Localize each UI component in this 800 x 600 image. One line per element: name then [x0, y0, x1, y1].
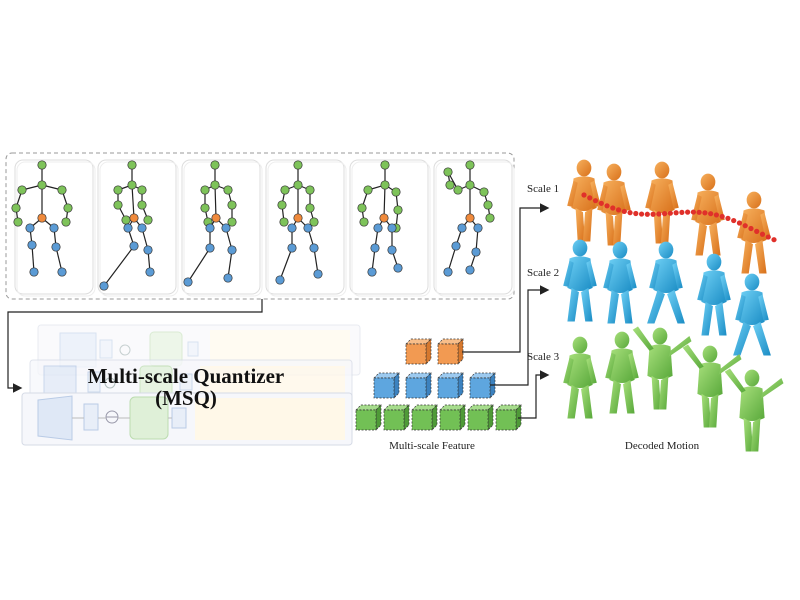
scale1-connector: [462, 203, 550, 353]
feature-cube-scale1: [405, 338, 432, 365]
decoded-motion: [563, 159, 784, 452]
multi-scale-quantizer: Multi-scale Quantizer (MSQ): [21, 324, 361, 446]
scale3-figure: [632, 326, 692, 410]
scale3-figure: [563, 336, 597, 419]
skeleton-panel: [97, 159, 179, 297]
skeleton-panel: [181, 159, 263, 297]
msq-subtitle: (MSQ): [155, 386, 217, 410]
scale1-trajectory: [581, 192, 777, 243]
feature-cube-scale2: [373, 372, 400, 399]
feature-cube-scale3: [495, 404, 522, 431]
feature-cube-scale3: [411, 404, 438, 431]
scale2-figure: [647, 241, 685, 324]
feature-cube-scale2: [437, 372, 464, 399]
motion-caption: Decoded Motion: [625, 440, 700, 452]
input-to-msq-connector: [7, 299, 263, 393]
scale3-figure: [724, 368, 784, 452]
scale2-figure: [733, 273, 771, 356]
skeleton-sequence-frame: [5, 152, 515, 300]
multi-scale-feature: [355, 338, 522, 431]
feature-cube-scale1: [437, 338, 464, 365]
msq-title: Multi-scale Quantizer: [88, 364, 285, 388]
scale-2-label: Scale 2: [527, 267, 559, 279]
scale1-figure: [691, 173, 725, 256]
skeleton-panel: [433, 159, 515, 297]
feature-cube-scale3: [383, 404, 410, 431]
feature-cube-scale3: [467, 404, 494, 431]
scale3-figure: [605, 331, 639, 414]
scale2-figure: [563, 239, 597, 322]
scale1-figure: [645, 161, 679, 244]
scale3-figure: [682, 344, 742, 428]
skeleton-panels: [11, 159, 515, 297]
scale2-connector: [490, 285, 550, 386]
skeleton-panel: [349, 159, 431, 297]
scale-3-label: Scale 3: [527, 351, 560, 363]
scale2-figure: [697, 253, 731, 336]
scale-1-label: Scale 1: [527, 183, 559, 195]
scale3-connector: [518, 370, 550, 419]
scale1-figure: [737, 191, 771, 274]
feature-cube-scale2: [469, 372, 496, 399]
feature-cube-scale2: [405, 372, 432, 399]
scale1-figure: [567, 159, 601, 242]
skeleton-panel: [11, 159, 96, 297]
scale2-figure: [603, 241, 637, 324]
feature-caption: Multi-scale Feature: [389, 440, 475, 452]
skeleton-panel: [265, 159, 347, 297]
feature-cube-scale3: [439, 404, 466, 431]
feature-cube-scale3: [355, 404, 382, 431]
